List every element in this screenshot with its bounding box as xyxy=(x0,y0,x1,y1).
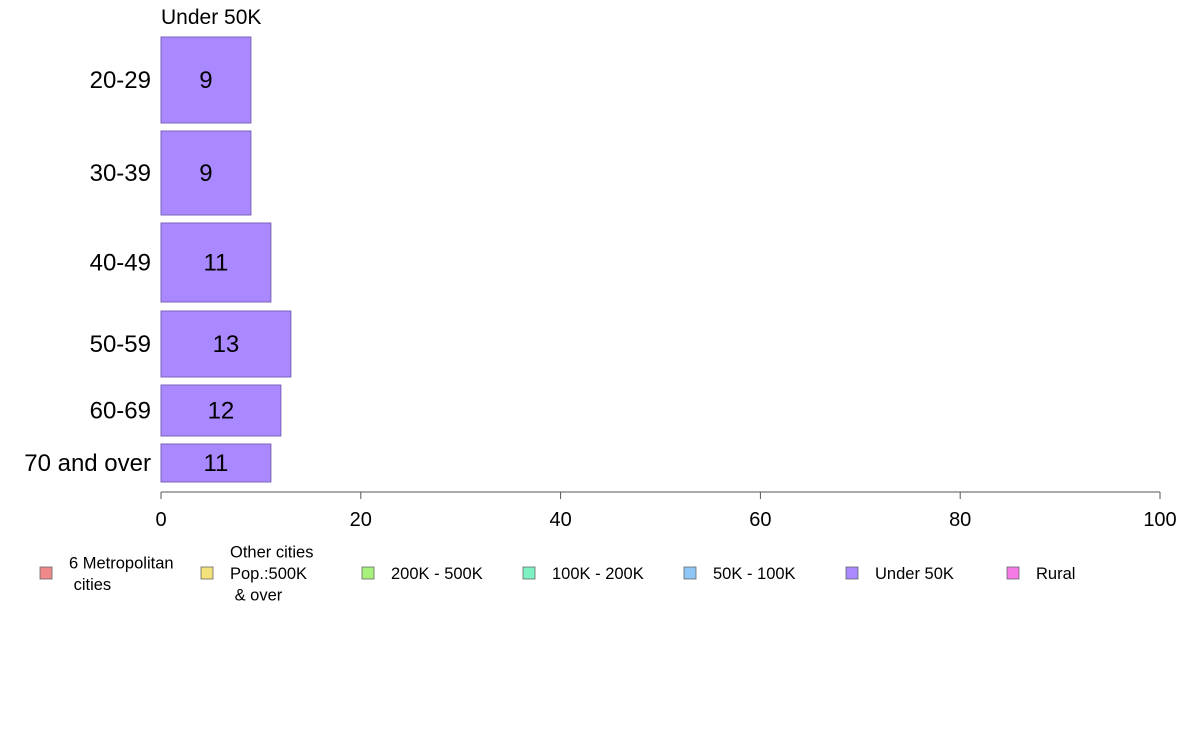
data-label: 9 xyxy=(199,160,212,187)
y-tick-label: 30-39 xyxy=(90,160,151,187)
bar-60-69 xyxy=(160,384,282,437)
y-tick-label: 20-29 xyxy=(90,67,151,94)
data-label: 9 xyxy=(199,67,212,94)
legend-swatch xyxy=(522,566,536,580)
legend-swatch xyxy=(683,566,697,580)
bar-50-59 xyxy=(160,310,292,378)
y-tick-label: 40-49 xyxy=(90,250,151,277)
legend-label: Pop.:500K xyxy=(230,565,307,583)
legend-item: 200K - 500K xyxy=(361,565,483,583)
bar-40-49 xyxy=(160,222,272,303)
y-tick-label: 60-69 xyxy=(90,398,151,425)
legend-label: 100K - 200K xyxy=(552,565,644,583)
y-axis-labels: 20-29 30-39 40-49 50-59 60-69 70 and over xyxy=(24,67,151,477)
legend-label: cities xyxy=(69,576,111,594)
bars-group: 9 9 11 13 12 11 xyxy=(160,36,292,483)
y-tick-label: 50-59 xyxy=(90,331,151,358)
legend-label: & over xyxy=(230,587,283,605)
legend-item: 100K - 200K xyxy=(522,565,644,583)
legend-label: 200K - 500K xyxy=(391,565,483,583)
data-label: 11 xyxy=(203,450,228,477)
legend-label: Under 50K xyxy=(875,565,954,583)
x-tick-label: 60 xyxy=(749,509,771,531)
legend-item: Other cities Pop.:500K & over xyxy=(200,544,313,605)
bar-30-39 xyxy=(160,130,252,216)
legend-swatch xyxy=(200,566,214,580)
legend-swatch xyxy=(361,566,375,580)
legend-label: 50K - 100K xyxy=(713,565,796,583)
legend-swatch xyxy=(39,566,53,580)
data-label: 12 xyxy=(208,398,235,425)
legend-item: 50K - 100K xyxy=(683,565,796,583)
legend-swatch xyxy=(845,566,859,580)
x-tick-label: 40 xyxy=(549,509,571,531)
bar-70-and-over xyxy=(160,443,272,483)
legend-item: Rural xyxy=(1006,565,1075,583)
bar-20-29 xyxy=(160,36,252,124)
legend-item: 6 Metropolitan cities xyxy=(39,554,174,594)
data-label: 11 xyxy=(203,250,228,277)
x-tick-label: 0 xyxy=(155,509,166,531)
legend: 6 Metropolitan cities Other cities Pop.:50… xyxy=(39,544,1075,605)
x-axis: 0 20 40 60 80 100 xyxy=(155,491,1177,531)
x-tick-label: 80 xyxy=(949,509,971,531)
legend-label: Rural xyxy=(1036,565,1075,583)
chart-title: Under 50K xyxy=(161,6,261,29)
legend-label: 6 Metropolitan xyxy=(69,554,174,572)
data-label: 13 xyxy=(213,331,240,358)
legend-label: Other cities xyxy=(230,544,313,562)
legend-swatch xyxy=(1006,566,1020,580)
legend-item: Under 50K xyxy=(845,565,954,583)
x-tick-label: 100 xyxy=(1143,509,1176,531)
y-tick-label: 70 and over xyxy=(24,450,151,477)
x-tick-label: 20 xyxy=(350,509,372,531)
